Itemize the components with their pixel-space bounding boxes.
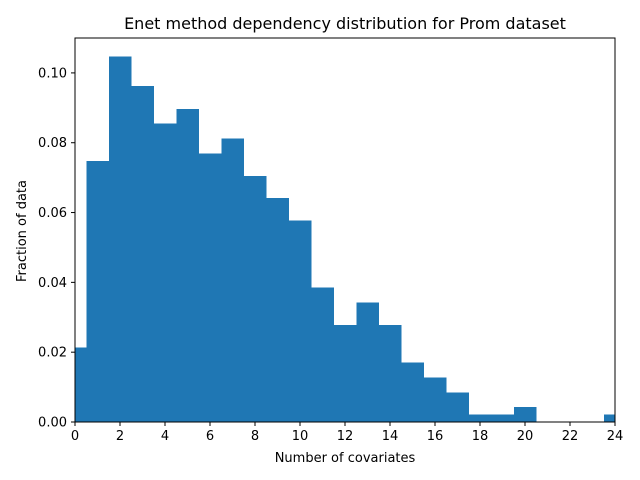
histogram-bar-5 bbox=[176, 108, 199, 423]
histogram-bar-9 bbox=[266, 198, 289, 422]
y-tick-label: 0.00 bbox=[38, 416, 67, 431]
histogram-bar-20 bbox=[513, 406, 537, 422]
y-tick-label: 0.08 bbox=[38, 136, 67, 151]
x-tick-label: 18 bbox=[472, 429, 489, 444]
histogram-bar-3 bbox=[131, 86, 154, 422]
x-tick-label: 22 bbox=[562, 429, 579, 444]
histogram-bar-8 bbox=[243, 175, 267, 422]
histogram-bar-6 bbox=[198, 153, 222, 423]
x-axis-ticks: 0 2 4 6 8 10 12 14 16 18 20 22 24 bbox=[71, 422, 623, 444]
histogram-bar-11 bbox=[311, 287, 334, 422]
y-tick-label: 0.04 bbox=[38, 276, 67, 291]
x-tick-label: 14 bbox=[382, 429, 399, 444]
histogram-bar-19 bbox=[491, 414, 514, 422]
x-tick-label: 0 bbox=[71, 429, 79, 444]
y-axis-ticks: 0.00 0.02 0.04 0.06 0.08 0.10 bbox=[38, 66, 75, 431]
x-tick-label: 6 bbox=[206, 429, 214, 444]
x-tick-label: 24 bbox=[607, 429, 624, 444]
x-tick-label: 12 bbox=[337, 429, 354, 444]
histogram-bar-18 bbox=[468, 414, 492, 422]
y-axis-label: Fraction of data bbox=[15, 180, 30, 282]
y-tick-label: 0.06 bbox=[38, 206, 67, 221]
x-tick-label: 2 bbox=[116, 429, 124, 444]
histogram-bar-4 bbox=[153, 123, 177, 422]
chart-title: Enet method dependency distribution for … bbox=[124, 14, 566, 33]
histogram-bar-16 bbox=[423, 377, 447, 422]
histogram-bar-2 bbox=[108, 56, 132, 422]
y-tick-label: 0.02 bbox=[38, 346, 67, 361]
histogram-bar-0 bbox=[75, 347, 87, 422]
histogram-bar-15 bbox=[401, 362, 424, 422]
x-tick-label: 10 bbox=[292, 429, 309, 444]
histogram-bar-7 bbox=[221, 138, 244, 422]
y-tick-label: 0.10 bbox=[38, 66, 67, 81]
histogram-bar-17 bbox=[446, 392, 469, 422]
x-tick-label: 16 bbox=[427, 429, 444, 444]
histogram-bar-12 bbox=[333, 324, 357, 422]
x-tick-label: 20 bbox=[517, 429, 534, 444]
x-tick-label: 8 bbox=[251, 429, 259, 444]
histogram-bar-1 bbox=[86, 160, 109, 422]
histogram-bars bbox=[75, 56, 615, 423]
x-axis-label: Number of covariates bbox=[275, 451, 416, 466]
histogram-bar-13 bbox=[356, 302, 379, 422]
histogram-bar-21 bbox=[603, 414, 615, 422]
histogram-bar-10 bbox=[288, 220, 312, 422]
histogram-bar-14 bbox=[378, 324, 402, 422]
x-tick-label: 4 bbox=[161, 429, 169, 444]
